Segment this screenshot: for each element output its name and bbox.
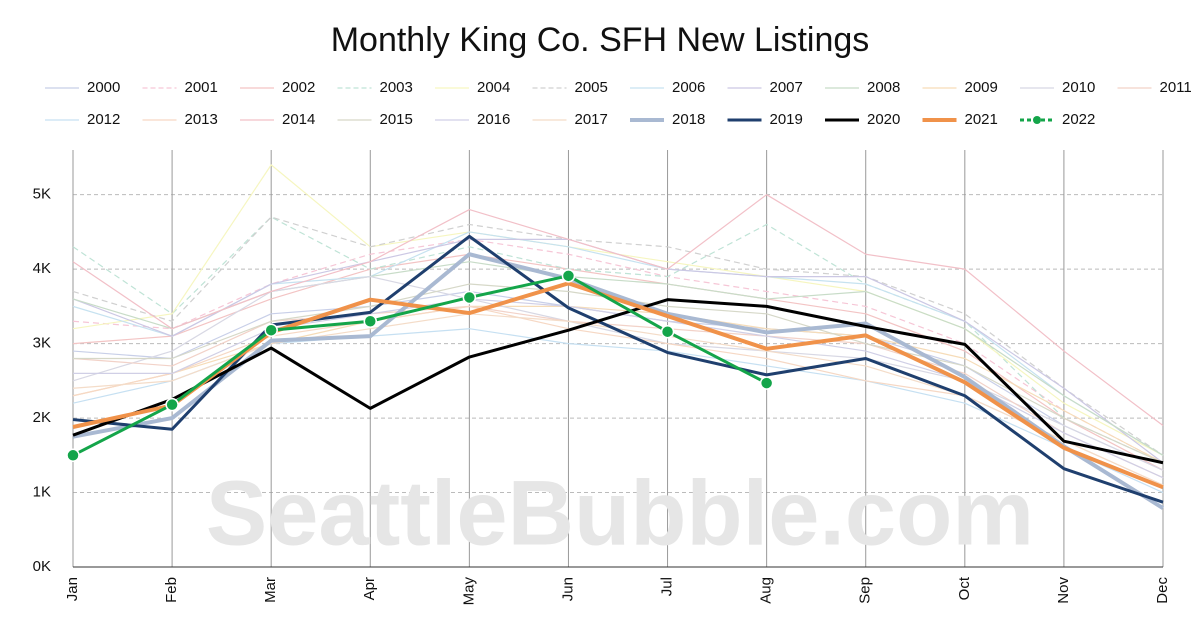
series-marker bbox=[66, 448, 80, 463]
legend-label: 2007 bbox=[770, 79, 803, 96]
x-tick-label: Aug bbox=[758, 577, 775, 604]
y-tick-label: 0K bbox=[33, 558, 51, 575]
series-marker bbox=[363, 314, 378, 329]
y-tick-label: 1K bbox=[33, 484, 51, 501]
y-tick-label: 4K bbox=[33, 260, 51, 277]
series-marker bbox=[660, 324, 675, 339]
x-tick-label: May bbox=[460, 577, 477, 606]
series-line bbox=[72, 305, 1164, 486]
series-line bbox=[73, 298, 1164, 479]
series-line bbox=[72, 216, 1164, 456]
legend-label: 2014 bbox=[282, 111, 315, 128]
legend-marker bbox=[1033, 116, 1041, 124]
y-tick-label: 2K bbox=[33, 409, 51, 426]
legend-label: 2012 bbox=[87, 111, 120, 128]
series-line bbox=[72, 305, 1164, 464]
series-marker bbox=[561, 269, 576, 283]
x-tick-label: Dec bbox=[1154, 577, 1171, 604]
x-tick-label: Jan bbox=[64, 577, 81, 601]
legend-label: 2003 bbox=[380, 79, 413, 96]
x-tick-label: Oct bbox=[956, 576, 973, 600]
legend-label: 2008 bbox=[867, 79, 900, 96]
series-line bbox=[72, 238, 1164, 464]
legend-label: 2022 bbox=[1062, 111, 1095, 128]
series-line bbox=[72, 274, 768, 457]
legend-label: 2010 bbox=[1062, 79, 1095, 96]
series-line bbox=[72, 305, 1164, 479]
legend-label: 2021 bbox=[965, 111, 998, 128]
x-tick-label: Feb bbox=[163, 577, 180, 603]
legend-label: 2001 bbox=[185, 79, 218, 96]
legend-label: 2011 bbox=[1160, 79, 1192, 96]
series-marker bbox=[462, 290, 477, 305]
series-line bbox=[72, 194, 1164, 426]
legend-label: 2020 bbox=[867, 111, 900, 128]
series-line bbox=[72, 298, 1164, 465]
legend-label: 2017 bbox=[575, 111, 608, 128]
legend-label: 2009 bbox=[965, 79, 998, 96]
legend-label: 2004 bbox=[477, 79, 510, 96]
series-line bbox=[72, 290, 1164, 471]
series-line bbox=[72, 275, 1164, 471]
legend-label: 2000 bbox=[87, 79, 120, 96]
legend-label: 2006 bbox=[672, 79, 705, 96]
legend-label: 2002 bbox=[282, 79, 315, 96]
y-tick-label: 3K bbox=[33, 335, 51, 352]
x-tick-label: Nov bbox=[1055, 577, 1072, 604]
legend-label: 2013 bbox=[185, 111, 218, 128]
series-line bbox=[72, 252, 1165, 510]
y-tick-label: 5K bbox=[33, 186, 51, 203]
series-marker bbox=[759, 376, 774, 390]
series-line bbox=[72, 281, 1164, 490]
x-tick-label: Sep bbox=[857, 577, 874, 604]
legend-label: 2005 bbox=[575, 79, 608, 96]
x-tick-label: Jul bbox=[659, 577, 676, 596]
x-tick-label: Apr bbox=[361, 577, 378, 600]
legend-label: 2016 bbox=[477, 111, 510, 128]
legend-label: 2015 bbox=[380, 111, 413, 128]
series-marker bbox=[165, 397, 179, 412]
series-line bbox=[72, 216, 1164, 464]
legend-label: 2019 bbox=[770, 111, 803, 128]
x-tick-label: Jun bbox=[559, 577, 576, 601]
series-marker bbox=[264, 323, 278, 337]
watermark: SeattleBubble.com bbox=[206, 462, 1034, 564]
chart-title: Monthly King Co. SFH New Listings bbox=[331, 21, 870, 59]
x-tick-label: Mar bbox=[262, 577, 279, 603]
legend-label: 2018 bbox=[672, 111, 705, 128]
series-line bbox=[73, 283, 1164, 464]
